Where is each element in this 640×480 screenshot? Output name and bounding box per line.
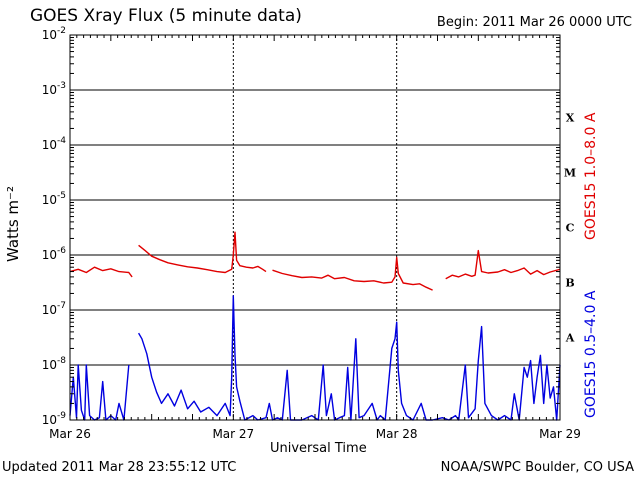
series-label-short: GOES15 0.5–4.0 A — [583, 290, 599, 418]
flare-class-x: X — [566, 112, 575, 125]
series-line-2 — [137, 295, 561, 421]
flare-class-labels: X M C B A — [564, 112, 576, 345]
flare-class-b: B — [565, 277, 574, 290]
flare-class-c: C — [566, 222, 575, 235]
series-line-1 — [272, 256, 433, 291]
y-tick-label: 10-8 — [42, 356, 67, 372]
y-tick-label: 10-2 — [42, 26, 66, 42]
y-tick-label: 10-9 — [42, 411, 67, 427]
flare-class-a: A — [565, 332, 575, 345]
y-axis-label: Watts m⁻² — [4, 186, 22, 262]
y-tick-label: 10-7 — [42, 301, 66, 317]
x-tick-label: Mar 26 — [49, 427, 91, 441]
series-line-1 — [138, 231, 267, 274]
y-tick-label: 10-5 — [42, 191, 66, 207]
series-line-1 — [445, 249, 561, 280]
series-layer — [69, 231, 561, 421]
axis-ticks — [69, 35, 561, 420]
x-tick-label: Mar 27 — [212, 427, 254, 441]
flare-class-m: M — [564, 167, 576, 180]
series-line-2 — [69, 364, 130, 421]
grid-lines — [70, 35, 560, 420]
plot-frame — [69, 34, 561, 421]
x-axis-label: Universal Time — [270, 441, 367, 456]
series-line-1 — [69, 266, 133, 278]
y-tick-label: 10-3 — [42, 81, 66, 97]
begin-time: Begin: 2011 Mar 26 0000 UTC — [436, 15, 632, 30]
x-tick-label: Mar 29 — [539, 427, 581, 441]
updated-timestamp: Updated 2011 Mar 28 23:55:12 UTC — [2, 460, 237, 475]
credit-text: NOAA/SWPC Boulder, CO USA — [440, 460, 634, 475]
x-tick-label: Mar 28 — [376, 427, 418, 441]
y-tick-label: 10-4 — [42, 136, 67, 152]
series-label-long: GOES15 1.0–8.0 A — [583, 112, 599, 240]
chart-title: GOES Xray Flux (5 minute data) — [30, 6, 302, 26]
y-tick-label: 10-6 — [42, 246, 67, 262]
